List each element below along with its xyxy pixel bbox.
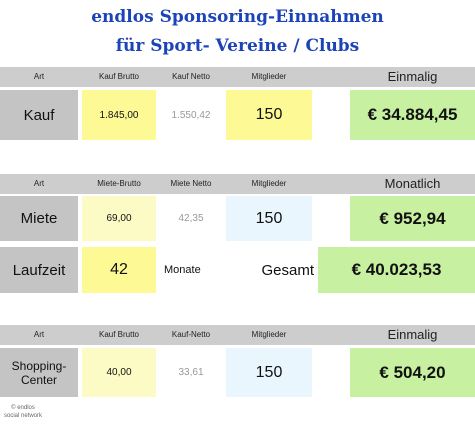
shopping-brutto-input[interactable]: 40,00 <box>82 348 156 397</box>
page-subtitle: für Sport- Vereine / Clubs <box>115 36 360 56</box>
kauf-header-brutto: Kauf Brutto <box>98 72 140 81</box>
miete-spacer <box>312 196 350 241</box>
shopping-header-einmalig: Einmalig <box>387 327 438 342</box>
shopping-spacer <box>312 348 350 397</box>
kauf-header-mitglieder: Mitglieder <box>251 72 287 81</box>
miete-brutto-input[interactable]: 69,00 <box>82 196 156 241</box>
kauf-label: Kauf <box>0 90 78 140</box>
kauf-row: Kauf 1.845,00 1.550,42 150 € 34.884,45 <box>0 90 475 140</box>
laufzeit-unit: Monate <box>156 247 212 293</box>
miete-header-brutto: Miete-Brutto <box>97 179 141 188</box>
page-title: endlos Sponsoring-Einnahmen <box>91 7 384 27</box>
miete-header-row: Art Miete-Brutto Miete Netto Mitglieder … <box>0 174 475 194</box>
laufzeit-label: Laufzeit <box>0 247 78 293</box>
miete-header-mitglieder: Mitglieder <box>251 179 287 188</box>
shopping-label: Shopping- Center <box>0 348 78 397</box>
shopping-total: € 504,20 <box>350 348 475 397</box>
shopping-header-mitglieder: Mitglieder <box>251 330 287 339</box>
laufzeit-months-input[interactable]: 42 <box>82 247 156 293</box>
miete-header-monatlich: Monatlich <box>384 176 441 191</box>
miete-netto-value: 42,35 <box>156 196 226 241</box>
kauf-header-einmalig: Einmalig <box>387 69 438 84</box>
shopping-mitglieder-input[interactable]: 150 <box>226 348 312 397</box>
miete-header-art: Art <box>33 179 45 188</box>
kauf-header-row: Art Kauf Brutto Kauf Netto Mitglieder Ei… <box>0 67 475 87</box>
kauf-spacer <box>312 90 350 140</box>
kauf-netto-value: 1.550,42 <box>156 90 226 140</box>
miete-total: € 952,94 <box>350 196 475 241</box>
kauf-total: € 34.884,45 <box>350 90 475 140</box>
miete-label: Miete <box>0 196 78 241</box>
footer-copyright: © endlos social network <box>3 405 42 419</box>
shopping-header-art: Art <box>33 330 45 339</box>
kauf-header-netto: Kauf Netto <box>172 72 210 81</box>
shopping-header-brutto: Kauf Brutto <box>98 330 140 339</box>
miete-header-netto: Miete Netto <box>170 179 212 188</box>
laufzeit-row: Laufzeit 42 Monate Gesamt € 40.023,53 <box>0 247 475 293</box>
miete-row: Miete 69,00 42,35 150 € 952,94 <box>0 196 475 241</box>
shopping-header-netto: Kauf-Netto <box>171 330 211 339</box>
kauf-mitglieder-input[interactable]: 150 <box>226 90 312 140</box>
shopping-row: Shopping- Center 40,00 33,61 150 € 504,2… <box>0 348 475 397</box>
gesamt-total: € 40.023,53 <box>318 247 475 293</box>
gesamt-label: Gesamt <box>212 247 318 293</box>
shopping-header-row: Art Kauf Brutto Kauf-Netto Mitglieder Ei… <box>0 325 475 345</box>
kauf-header-art: Art <box>33 72 45 81</box>
shopping-netto-value: 33,61 <box>156 348 226 397</box>
miete-mitglieder-input[interactable]: 150 <box>226 196 312 241</box>
kauf-brutto-input[interactable]: 1.845,00 <box>82 90 156 140</box>
